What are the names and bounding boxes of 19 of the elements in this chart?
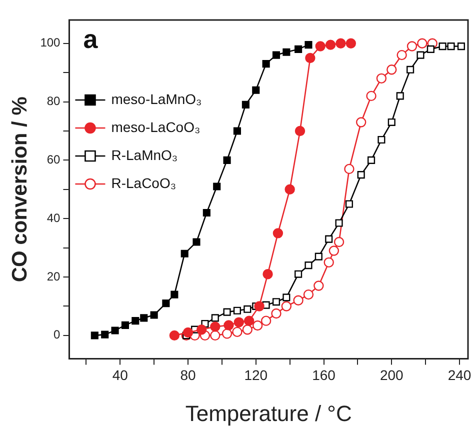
y-tick-label: 20 — [46, 269, 61, 284]
y-axis-title: CO conversion / % — [8, 96, 32, 282]
y-tick-label: 0 — [54, 328, 61, 342]
y-tick-label: 60 — [46, 152, 61, 167]
x-tick-label: 40 — [112, 367, 128, 384]
x-tick-label: 160 — [312, 367, 336, 384]
x-tick-label: 80 — [180, 367, 196, 384]
legend-label: meso-LaMnO₃ — [111, 90, 202, 107]
x-axis-title: Temperature / °C — [185, 400, 352, 426]
y-tick-label: 80 — [46, 94, 61, 108]
x-tick-label: 200 — [380, 367, 404, 384]
x-tick-label: 240 — [448, 367, 472, 384]
annotation: a — [83, 24, 98, 54]
y-tick-label: 40 — [46, 210, 61, 225]
y-tick-label: 100 — [40, 36, 61, 50]
legend-label: R-LaMnO₃ — [111, 146, 178, 163]
x-tick-label: 120 — [244, 367, 268, 384]
legend-label: meso-LaCoO₃ — [111, 118, 200, 135]
legend-label: R-LaCoO₃ — [111, 174, 176, 191]
